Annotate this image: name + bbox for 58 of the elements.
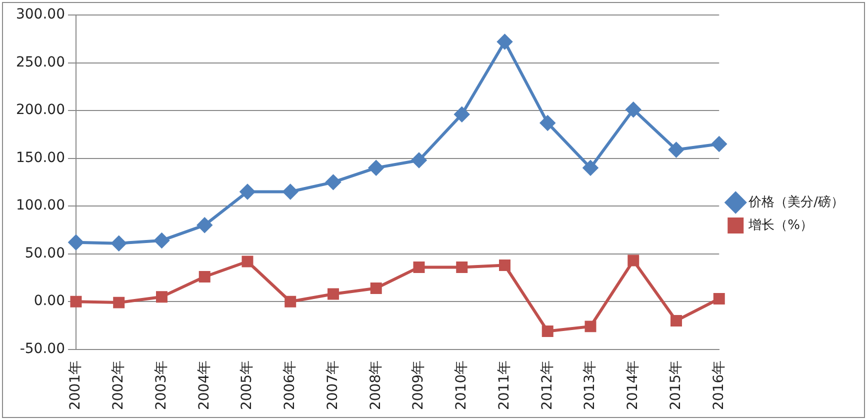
- point: [628, 254, 640, 266]
- y-tick-label: -50.00: [20, 341, 65, 358]
- point: [670, 314, 682, 326]
- x-tick-label: 2007年: [324, 360, 341, 410]
- point: [368, 160, 384, 176]
- point: [113, 296, 125, 308]
- point: [454, 106, 470, 122]
- point: [668, 142, 684, 158]
- point: [370, 282, 382, 294]
- point: [284, 296, 296, 308]
- point: [242, 256, 254, 268]
- point: [156, 291, 168, 303]
- point: [411, 152, 426, 168]
- point: [499, 260, 510, 272]
- y-tick-label: 300.00: [16, 6, 65, 23]
- y-tick-label: 50.00: [24, 245, 65, 262]
- x-tick-label: 2006年: [282, 360, 298, 410]
- point: [540, 115, 556, 130]
- x-tick-label: 2011年: [496, 360, 512, 410]
- point: [626, 102, 641, 118]
- x-tick-label: 2001年: [68, 360, 84, 410]
- x-tick-label: 2008年: [368, 360, 384, 410]
- x-tick-label: 2012年: [539, 360, 556, 410]
- point: [713, 292, 725, 304]
- x-tick-label: 2016年: [710, 360, 727, 410]
- point: [582, 160, 598, 176]
- point: [327, 288, 339, 300]
- y-tick-label: 250.00: [16, 54, 65, 70]
- y-tick-label: 100.00: [16, 198, 65, 214]
- point: [712, 136, 727, 152]
- x-tick-label: 2014年: [625, 360, 642, 410]
- point: [497, 34, 512, 50]
- point: [111, 236, 126, 251]
- point: [70, 296, 82, 308]
- point: [197, 218, 212, 233]
- x-tick-label: 2005年: [239, 360, 256, 410]
- x-tick-label: 2009年: [410, 360, 427, 410]
- x-tick-label: 2003年: [153, 360, 170, 410]
- point: [456, 261, 468, 273]
- x-tick-label: 2010年: [454, 360, 470, 410]
- point: [154, 232, 170, 248]
- x-tick-label: 2004年: [196, 360, 212, 410]
- point: [282, 184, 298, 200]
- x-tick-label: 2002年: [110, 360, 127, 410]
- point: [68, 234, 84, 250]
- y-tick-label: 200.00: [16, 102, 65, 118]
- point: [413, 261, 425, 273]
- x-tick-label: 2013年: [582, 360, 598, 410]
- point: [326, 174, 341, 190]
- x-tick-label: 2015年: [668, 360, 684, 410]
- point: [584, 320, 596, 332]
- legend-label: 价格（美分/磅）: [748, 194, 844, 210]
- y-tick-label: 150.00: [16, 150, 65, 166]
- point: [542, 325, 554, 337]
- point: [198, 271, 210, 283]
- legend-label: 增长（%）: [748, 218, 813, 233]
- point: [240, 184, 255, 200]
- y-tick-label: 0.00: [34, 293, 65, 310]
